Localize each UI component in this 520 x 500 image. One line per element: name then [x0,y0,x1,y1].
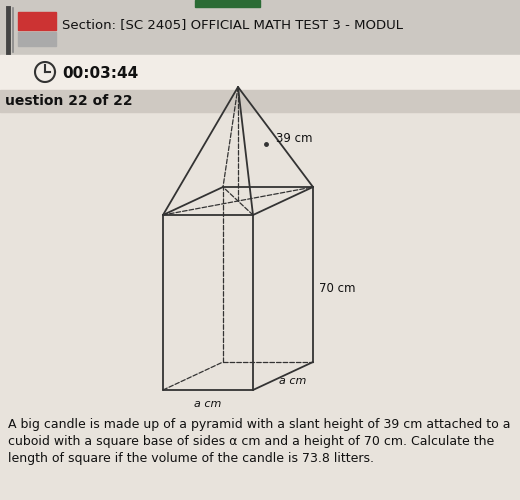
Text: 00:03:44: 00:03:44 [62,66,138,80]
Text: 70 cm: 70 cm [319,282,356,296]
Text: a cm: a cm [194,399,222,409]
Bar [18,32,56,46]
Bar [0,112,520,500]
Bar [0,55,520,90]
Bar [0,90,520,112]
Bar [18,12,56,30]
Text: cuboid with a square base of sides α cm and a height of 70 cm. Calculate the: cuboid with a square base of sides α cm … [8,435,494,448]
Text: a cm: a cm [279,376,307,386]
Bar [195,0,260,7]
Text: length of square if the volume of the candle is 73.8 litters.: length of square if the volume of the ca… [8,452,374,465]
Text: A big candle is made up of a pyramid with a slant height of 39 cm attached to a: A big candle is made up of a pyramid wit… [8,418,511,431]
Text: uestion 22 of 22: uestion 22 of 22 [5,94,133,108]
Text: 39 cm: 39 cm [276,132,312,145]
Bar [0,0,520,55]
Text: Section: [SC 2405] OFFICIAL MATH TEST 3 - MODUL: Section: [SC 2405] OFFICIAL MATH TEST 3 … [62,18,403,32]
